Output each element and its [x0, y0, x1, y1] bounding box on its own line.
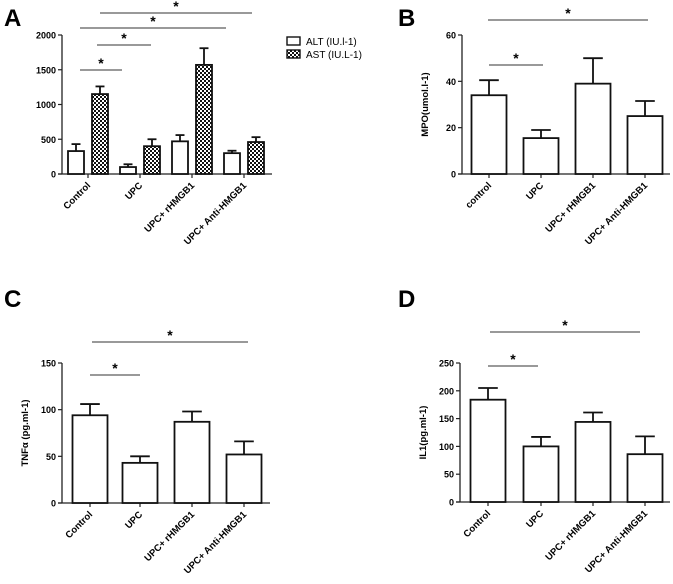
x-category-label: UPC [524, 508, 546, 530]
x-category-label: UPC [123, 509, 145, 531]
x-category-label: UPC+ rHMGB1 [142, 180, 197, 235]
x-category-label: Control [461, 508, 493, 540]
significance-star: * [510, 351, 516, 367]
y-tick-label: 50 [444, 470, 454, 480]
y-tick-label: 500 [41, 135, 56, 145]
x-category-label: UPC+ rHMGB1 [142, 509, 197, 564]
y-tick-label: 150 [439, 414, 454, 424]
legend-label: ALT (IU.l-1) [306, 37, 357, 48]
legend-swatch [286, 36, 301, 46]
x-category-label: Control [61, 180, 93, 212]
panel-letter: C [4, 286, 21, 313]
y-axis-title: IL1(pg.ml-1) [418, 406, 429, 460]
y-tick-label: 0 [451, 170, 456, 180]
bar-b-1 [522, 137, 560, 175]
y-tick-label: 2000 [36, 31, 56, 41]
bar-b-3 [626, 115, 664, 175]
significance-star: * [173, 0, 179, 14]
bar-a-ast-1 [143, 145, 161, 175]
bar-a-ast-3 [247, 141, 265, 175]
bar-c-3 [225, 453, 263, 504]
bar-d-0 [469, 398, 507, 503]
bar-b-2 [574, 82, 612, 175]
x-category-label: UPC [524, 180, 546, 202]
y-tick-label: 0 [51, 170, 56, 180]
y-axis-title: MPO(umol.l-1) [420, 72, 431, 136]
bar-d-1 [522, 445, 560, 503]
y-tick-label: 100 [41, 405, 56, 415]
x-category-label: Control [63, 509, 95, 541]
bar-c-0 [71, 414, 109, 504]
y-tick-label: 150 [41, 359, 56, 369]
y-tick-label: 250 [439, 359, 454, 369]
panel-letter: B [398, 5, 415, 32]
y-tick-label: 1500 [36, 65, 56, 75]
bar-a-alt-3 [223, 152, 241, 175]
y-tick-label: 100 [439, 442, 454, 452]
bar-a-ast-2 [195, 63, 213, 175]
significance-star: * [562, 317, 568, 333]
panel-letter: D [398, 286, 415, 313]
bar-b-0 [470, 94, 508, 175]
panel-d: D 0 50 100 150 200 250 IL1(pg.ml-1) Control UPCUP… [398, 286, 670, 575]
legend-label: AST (IU.L-1) [306, 50, 362, 61]
y-tick-label: 50 [46, 452, 56, 462]
y-tick-label: 60 [446, 31, 456, 41]
significance-star: * [565, 5, 571, 21]
bar-c-1 [121, 461, 159, 504]
y-tick-label: 0 [449, 498, 454, 508]
bar-a-alt-0 [67, 150, 85, 175]
significance-star: * [150, 13, 156, 29]
significance-star: * [112, 360, 118, 376]
x-category-label: UPC [123, 180, 145, 202]
significance-star: * [513, 50, 519, 66]
significance-star: * [121, 30, 127, 46]
bar-a-alt-2 [171, 140, 189, 175]
y-axis-title: TNFα (pg.ml-1) [20, 399, 31, 466]
y-tick-label: 1000 [36, 100, 56, 110]
panel-letter: A [4, 5, 21, 32]
x-category-label: UPC+ rHMGB1 [543, 180, 598, 235]
bar-a-alt-1 [119, 166, 137, 175]
bar-d-3 [626, 453, 664, 503]
y-tick-label: 20 [446, 123, 456, 133]
bar-a-ast-0 [91, 93, 109, 175]
significance-star: * [98, 55, 104, 71]
bar-c-2 [173, 420, 211, 504]
x-category-label: control [464, 180, 495, 211]
y-tick-label: 200 [439, 386, 454, 396]
y-tick-label: 40 [446, 77, 456, 87]
bar-d-2 [574, 421, 612, 503]
significance-star: * [167, 327, 173, 343]
legend-swatch [286, 49, 301, 59]
x-category-label: UPC+ rHMGB1 [543, 508, 598, 563]
y-tick-label: 0 [51, 499, 56, 509]
